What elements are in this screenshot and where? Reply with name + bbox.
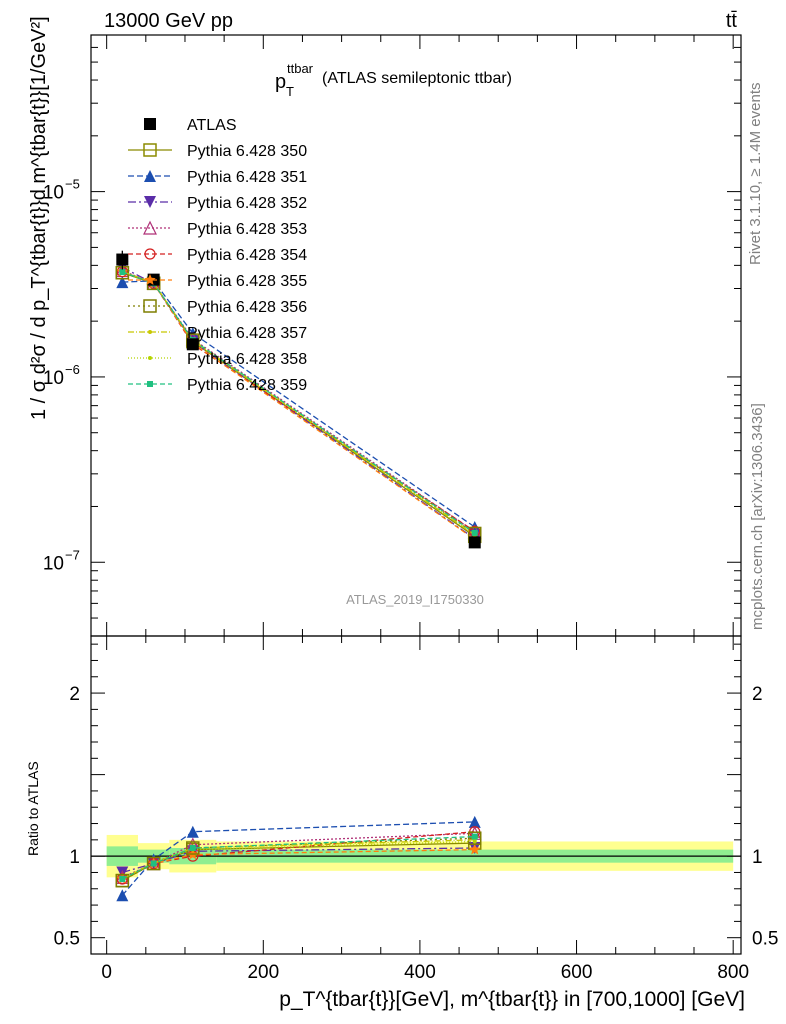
legend-item-s356: Pythia 6.428 356 xyxy=(128,299,307,316)
x-tick-label: 600 xyxy=(561,962,593,983)
legend-label: Pythia 6.428 355 xyxy=(187,273,307,290)
legend-item-s358: Pythia 6.428 358 xyxy=(128,351,307,368)
plot-title-sub: T xyxy=(286,84,294,99)
analysis-watermark: ATLAS_2019_I1750330 xyxy=(346,592,484,607)
legend-label: Pythia 6.428 350 xyxy=(187,143,307,160)
plot-title-main: p xyxy=(275,71,286,93)
legend-marker xyxy=(144,274,156,285)
ratio-line xyxy=(122,847,475,874)
ratio-point xyxy=(472,839,477,844)
legend-item-s351: Pythia 6.428 351 xyxy=(128,169,307,186)
x-axis: 0 200 400 600 800 xyxy=(101,35,749,983)
ratio-plot-frame xyxy=(90,635,742,955)
legend-marker xyxy=(148,330,152,334)
process-label: tt̄ xyxy=(726,10,738,32)
ratio-line xyxy=(121,821,475,896)
legend-label: Pythia 6.428 352 xyxy=(187,195,307,212)
x-tick-label: 400 xyxy=(404,962,436,983)
ratio-y-axis-label: Ratio to ATLAS xyxy=(25,761,41,856)
legend-label: Pythia 6.428 357 xyxy=(187,325,307,342)
legend-marker xyxy=(147,381,153,387)
ratio-series-s359 xyxy=(119,833,478,882)
ratio-line xyxy=(122,842,475,882)
ratio-y-tick-label-right: 1 xyxy=(752,847,763,868)
series-line xyxy=(122,280,476,528)
legend-label: Pythia 6.428 358 xyxy=(187,351,307,368)
x-axis-label: p_T^{tbar{t}}[GeV], m^{tbar{t}} in [700,… xyxy=(279,988,745,1011)
legend-marker xyxy=(144,248,156,260)
legend-label: Pythia 6.428 356 xyxy=(187,299,307,316)
main-y-tick-label: 10 xyxy=(43,183,64,204)
ratio-point xyxy=(115,873,130,888)
main-y-tick-exponent: −6 xyxy=(65,362,80,377)
legend-marker xyxy=(143,220,157,235)
legend-marker xyxy=(144,170,156,182)
ratio-point xyxy=(467,831,482,845)
main-series-group xyxy=(115,250,482,549)
ratio-point xyxy=(469,843,481,855)
data-point xyxy=(186,338,199,351)
ratio-y-axis: 0.5 0.5 1 1 2 2 xyxy=(54,643,778,950)
ratio-point xyxy=(186,825,199,838)
ratio-point xyxy=(116,889,129,902)
legend-item-s355: Pythia 6.428 355 xyxy=(128,273,307,290)
main-y-tick-exponent: −5 xyxy=(65,177,80,192)
legend-marker xyxy=(144,118,156,130)
ratio-point xyxy=(150,860,157,867)
legend-item-s354: Pythia 6.428 354 xyxy=(128,247,307,264)
data-point xyxy=(471,529,478,536)
ratio-y-tick-label-right: 0.5 xyxy=(752,929,778,950)
main-y-tick-label: 10 xyxy=(43,553,64,574)
series-atlas xyxy=(116,250,481,549)
data-point xyxy=(116,276,129,289)
legend-marker xyxy=(148,356,152,360)
x-tick-label: 800 xyxy=(717,962,749,983)
legend-marker xyxy=(143,143,157,157)
ratio-y-tick-label: 0.5 xyxy=(54,929,80,950)
ratio-line xyxy=(122,832,475,878)
data-point xyxy=(468,536,481,549)
main-y-tick-label: 10 xyxy=(43,368,64,389)
ratio-point xyxy=(468,815,481,828)
ratio-point xyxy=(119,875,126,882)
ratio-point xyxy=(146,856,161,871)
legend-item-atlas: ATLAS xyxy=(144,117,237,134)
series-line xyxy=(122,271,476,534)
legend: ATLAS Pythia 6.428 350 Pythia 6.428 351 Pyt… xyxy=(128,117,307,394)
ratio-y-tick-label: 2 xyxy=(69,684,80,705)
ratio-y-tick-label-right: 2 xyxy=(752,684,763,705)
x-tick-label: 200 xyxy=(247,962,279,983)
data-point xyxy=(116,253,129,266)
legend-label: ATLAS xyxy=(187,117,237,134)
energy-label: 13000 GeV pp xyxy=(104,10,233,32)
legend-label: Pythia 6.428 351 xyxy=(187,169,307,186)
rivet-label: Rivet 3.1.10, ≥ 1.4M events xyxy=(747,83,764,266)
legend-label: Pythia 6.428 359 xyxy=(187,377,307,394)
ratio-line xyxy=(122,835,475,880)
main-y-axis: 10−510−610−7 xyxy=(43,46,741,637)
ratio-point xyxy=(471,833,478,840)
legend-label: Pythia 6.428 353 xyxy=(187,221,307,238)
plot-title: p T ttbar (ATLAS semileptonic ttbar) xyxy=(275,61,512,99)
legend-marker xyxy=(143,299,157,313)
ratio-series-group xyxy=(115,815,482,902)
plot-title-rest: (ATLAS semileptonic ttbar) xyxy=(322,70,512,87)
mcplots-label: mcplots.cern.ch [arXiv:1306.3436] xyxy=(749,403,766,630)
legend-item-s353: Pythia 6.428 353 xyxy=(128,220,307,238)
legend-label: Pythia 6.428 354 xyxy=(187,247,307,264)
legend-item-s359: Pythia 6.428 359 xyxy=(128,377,307,394)
main-y-tick-exponent: −7 xyxy=(65,547,80,562)
legend-item-s357: Pythia 6.428 357 xyxy=(128,325,307,342)
plot-title-sup: ttbar xyxy=(287,61,314,76)
main-y-axis-label: 1 / σ d²σ / d p_T^{tbar{t}}d m^{tbar{t}}… xyxy=(28,16,50,420)
legend-item-s350: Pythia 6.428 350 xyxy=(128,143,307,160)
legend-marker xyxy=(144,196,156,208)
data-point xyxy=(119,269,126,276)
x-tick-label: 0 xyxy=(101,962,112,983)
legend-item-s352: Pythia 6.428 352 xyxy=(128,195,307,212)
ratio-point xyxy=(189,845,196,851)
ratio-y-tick-label: 1 xyxy=(69,847,80,868)
